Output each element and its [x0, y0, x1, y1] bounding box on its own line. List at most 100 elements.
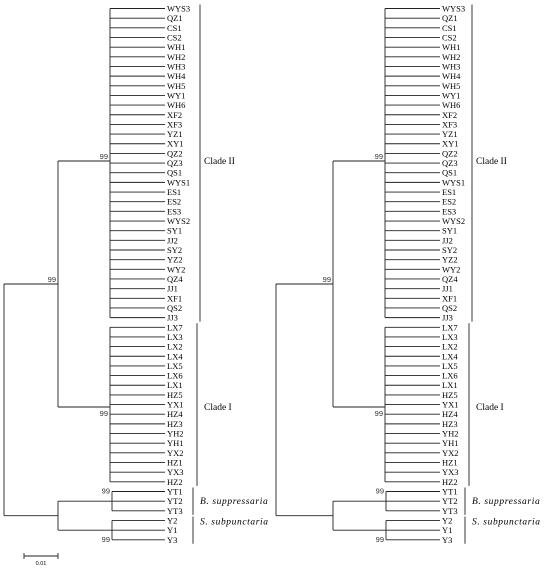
- taxon-label: Y1: [442, 525, 452, 535]
- taxon-label: QS1: [442, 168, 457, 178]
- taxon-label: CS1: [442, 23, 457, 33]
- taxon-label: XF1: [167, 293, 182, 303]
- bootstrap-value: 99: [323, 275, 331, 284]
- taxon-label: SY1: [442, 226, 457, 236]
- taxon-label: XF3: [167, 119, 182, 129]
- taxon-label: ES2: [442, 197, 456, 207]
- taxon-label: WH1: [442, 42, 460, 52]
- taxon-label: HZ5: [442, 390, 458, 400]
- taxon-label: YZ1: [442, 129, 458, 139]
- taxon-label: YX1: [442, 400, 459, 410]
- taxon-label: YT2: [167, 496, 183, 506]
- taxon-label: SY2: [442, 245, 457, 255]
- taxon-label: LX1: [167, 380, 183, 390]
- taxon-label: QZ4: [167, 274, 183, 284]
- taxon-label: YX1: [167, 400, 184, 410]
- taxon-label: YX3: [442, 467, 459, 477]
- taxon-label: Y1: [167, 525, 177, 535]
- taxon-label: WYS3: [167, 4, 190, 14]
- taxon-label: YT3: [442, 506, 458, 516]
- taxon-label: XF3: [442, 119, 457, 129]
- taxon-label: LX3: [442, 332, 458, 342]
- taxon-label: YH1: [167, 438, 184, 448]
- taxon-label: WH1: [167, 42, 185, 52]
- taxon-label: WH3: [167, 61, 185, 71]
- taxon-label: YT1: [442, 487, 458, 497]
- clade-ii-label: Clade II: [476, 157, 507, 167]
- taxon-label: YZ2: [167, 255, 183, 265]
- taxon-label: LX1: [442, 380, 458, 390]
- clade-ii-label: Clade II: [204, 157, 235, 167]
- taxon-label: XF2: [442, 110, 457, 120]
- scale-bar-label: 0.01: [36, 561, 47, 567]
- taxon-label: QZ3: [167, 158, 183, 168]
- taxon-label: Y3: [442, 535, 452, 545]
- bootstrap-value: 99: [100, 152, 108, 161]
- taxon-label: QZ4: [442, 274, 458, 284]
- taxon-label: WYS2: [167, 216, 190, 226]
- taxon-label: SY2: [167, 245, 182, 255]
- taxon-label: WYS2: [442, 216, 465, 226]
- taxon-label: WY1: [167, 90, 185, 100]
- bootstrap-value: 99: [375, 409, 383, 418]
- taxon-label: YT1: [167, 487, 183, 497]
- taxon-label: QZ2: [442, 148, 458, 158]
- taxon-label: ES1: [167, 187, 181, 197]
- taxon-label: LX3: [167, 332, 183, 342]
- taxon-label: QZ2: [167, 148, 183, 158]
- taxon-label: CS2: [442, 32, 457, 42]
- taxon-label: YX3: [167, 467, 184, 477]
- taxon-label: HZ1: [167, 458, 183, 468]
- taxon-label: LX6: [442, 371, 458, 381]
- bootstrap-value: 99: [376, 535, 384, 544]
- bootstrap-value: 99: [48, 275, 56, 284]
- tree-1: WYS3QZ1CS1CS2WH1WH2WH3WH4WH5WY1WH6XF2XF3…: [3, 4, 268, 567]
- taxon-label: LX7: [167, 322, 183, 332]
- taxon-label: WH3: [442, 61, 460, 71]
- taxon-label: HZ3: [167, 419, 183, 429]
- taxon-label: LX6: [167, 371, 183, 381]
- bootstrap-value: 99: [102, 535, 110, 544]
- taxon-label: LX5: [167, 361, 183, 371]
- taxon-label: JJ3: [167, 313, 178, 323]
- b-suppressaria-label: B. suppressaria: [200, 497, 268, 507]
- taxon-label: WYS1: [442, 177, 465, 187]
- b-suppressaria-label: B. suppressaria: [472, 497, 540, 507]
- taxon-label: JJ1: [442, 284, 453, 294]
- taxon-label: LX2: [167, 342, 183, 352]
- clade-i-label: Clade I: [476, 403, 504, 413]
- taxon-label: XY1: [167, 139, 184, 149]
- taxon-label: HZ5: [167, 390, 183, 400]
- taxon-label: HZ1: [442, 458, 458, 468]
- taxon-label: WYS3: [442, 4, 465, 14]
- taxon-label: YT2: [442, 496, 458, 506]
- taxon-label: LX7: [442, 322, 458, 332]
- taxon-label: CS1: [167, 23, 182, 33]
- taxon-label: WH4: [442, 71, 461, 81]
- taxon-label: YH1: [442, 438, 459, 448]
- taxon-label: WH5: [167, 81, 185, 91]
- taxon-label: HZ3: [442, 419, 458, 429]
- taxon-label: YH2: [167, 429, 184, 439]
- taxon-label: QZ3: [442, 158, 458, 168]
- taxon-label: XF2: [167, 110, 182, 120]
- taxon-label: YZ1: [167, 129, 183, 139]
- taxon-label: HZ4: [167, 409, 183, 419]
- taxon-label: JJ2: [442, 235, 453, 245]
- taxon-label: LX4: [167, 351, 183, 361]
- taxon-label: JJ3: [442, 313, 453, 323]
- taxon-label: WH2: [442, 52, 460, 62]
- taxon-label: HZ4: [442, 409, 458, 419]
- taxon-label: WY2: [442, 264, 460, 274]
- taxon-label: ES3: [167, 206, 181, 216]
- taxon-label: WYS1: [167, 177, 190, 187]
- taxon-label: CS2: [167, 32, 182, 42]
- taxon-label: YT3: [167, 506, 183, 516]
- taxon-label: Y2: [442, 515, 452, 525]
- taxon-label: QS2: [442, 303, 457, 313]
- bootstrap-value: 99: [100, 409, 108, 418]
- taxon-label: QS1: [167, 168, 182, 178]
- tree-2: WYS3QZ1CS1CS2WH1WH2WH3WH4WH5WY1WH6XF2XF3…: [275, 4, 540, 545]
